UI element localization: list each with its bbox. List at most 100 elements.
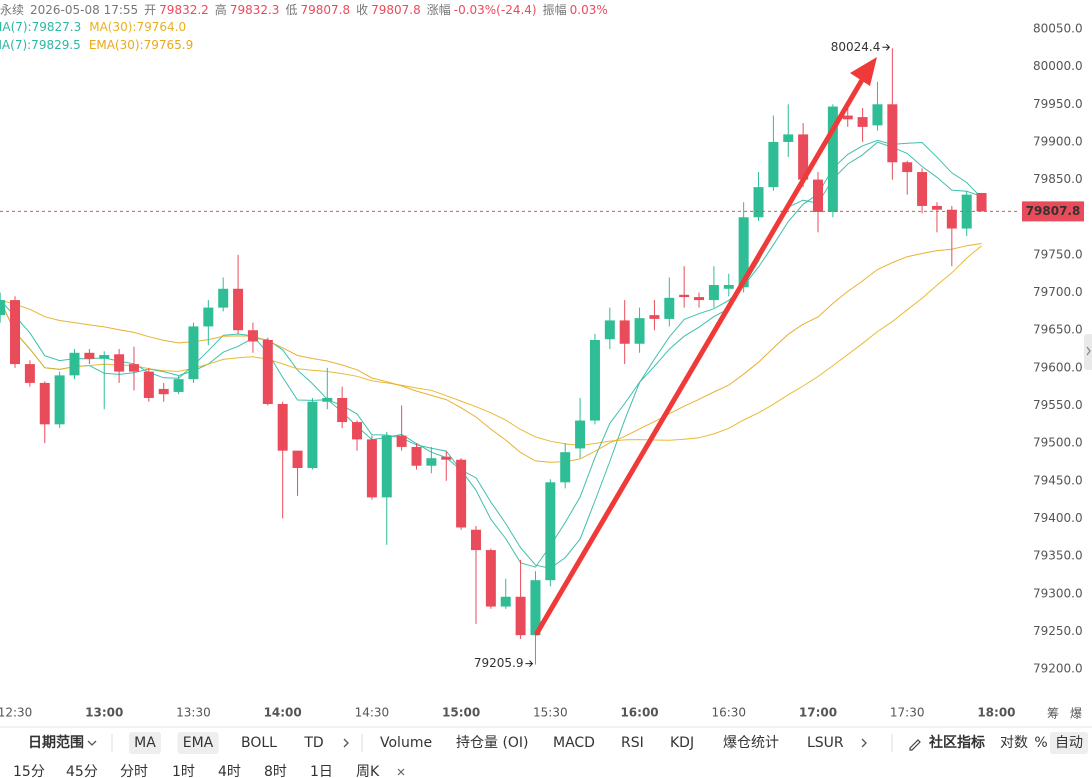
- candle-body: [768, 141, 779, 188]
- sub-indicator-button[interactable]: 爆仓统计: [723, 735, 779, 751]
- sub-indicator-button[interactable]: Volume: [380, 735, 432, 751]
- interval-button[interactable]: 15分: [13, 764, 45, 778]
- sub-indicator-button[interactable]: KDJ: [670, 735, 694, 751]
- x-tick-label: 12:30: [0, 706, 32, 720]
- y-tick-label: 79650.0: [1033, 323, 1083, 337]
- header-field: 79807.8: [300, 3, 350, 17]
- toolbar: 日期范围 MA EMA BOLL TD Volume 持仓量 (OI) MACD RSI KDJ 爆…: [13, 732, 1088, 778]
- scale-button[interactable]: 对数: [1000, 735, 1028, 751]
- candle-body: [931, 205, 942, 210]
- candle-body: [679, 294, 690, 298]
- candle-body: [946, 209, 957, 229]
- x-tick-label: 15:00: [442, 706, 480, 720]
- indicator-button[interactable]: TD: [303, 735, 323, 751]
- last-price-label: 79807.8: [1026, 204, 1081, 218]
- ema-legend-item: EMA(7):79829.5: [0, 38, 81, 52]
- plot-area: 79200.0 79250.0 79300.0 79350.0 79400.0 79450…: [0, 21, 1084, 721]
- candle-body: [560, 452, 571, 483]
- candle-body: [411, 446, 422, 466]
- arrow-shaft: [534, 77, 865, 636]
- extreme-pointer: [525, 660, 534, 667]
- candle-body: [798, 134, 809, 180]
- candle-body: [872, 104, 883, 126]
- candle-body: [173, 379, 184, 392]
- header-field: 收: [356, 3, 368, 17]
- candle-body: [262, 339, 273, 404]
- x-tick-label: 14:00: [264, 706, 302, 720]
- candle-body: [84, 352, 95, 359]
- candle-body: [694, 297, 705, 301]
- header-field: 2026-05-08 17:55: [30, 3, 138, 17]
- candle-body: [738, 217, 749, 288]
- y-tick-label: 79450.0: [1033, 473, 1083, 487]
- x-tick-label: 17:00: [799, 706, 837, 720]
- x-tick-label: 13:00: [85, 706, 123, 720]
- indicator-button[interactable]: BOLL: [241, 735, 277, 751]
- candle-body: [917, 172, 928, 206]
- extreme-pointer: [882, 43, 891, 51]
- candle-body: [500, 596, 511, 607]
- candle-body: [842, 115, 853, 120]
- candle-body: [753, 187, 764, 218]
- candle-body: [530, 580, 541, 636]
- y-tick-label: 79600.0: [1033, 360, 1083, 374]
- ma-legend: MA(7):79827.3 MA(30):79764.0: [0, 20, 186, 34]
- candle-body: [381, 435, 392, 498]
- candle-body: [233, 288, 244, 331]
- interval-button[interactable]: 1日: [310, 764, 333, 778]
- y-tick-label: 79750.0: [1033, 247, 1083, 261]
- interval-button[interactable]: 45分: [66, 764, 98, 778]
- sub-indicator-button[interactable]: 持仓量 (OI): [456, 735, 529, 751]
- candle-body: [114, 354, 125, 372]
- candle-body: [634, 318, 645, 344]
- scale-selected-bg: [1050, 732, 1088, 754]
- sub-indicator-button[interactable]: MACD: [553, 735, 595, 751]
- candle-body: [545, 482, 556, 581]
- scale-button[interactable]: 自动: [1055, 735, 1083, 751]
- interval-button[interactable]: 4时: [218, 764, 241, 778]
- indicator-button[interactable]: MA: [134, 735, 156, 751]
- arrow-head: [850, 57, 877, 86]
- axis-side-label[interactable]: 爆: [1070, 707, 1082, 721]
- sub-indicator-button[interactable]: RSI: [621, 735, 644, 751]
- x-tick-label: 18:00: [977, 706, 1015, 720]
- candle-body: [485, 550, 496, 607]
- candle-body: [723, 285, 734, 289]
- candle-body: [664, 297, 675, 319]
- community-indicators[interactable]: 社区指标: [928, 734, 985, 751]
- interval-button[interactable]: 8时: [264, 764, 287, 778]
- header: 永续 2026-05-08 17:55 开 79832.2 高 79832.3 低 79807…: [0, 2, 608, 52]
- candle-body: [54, 375, 65, 425]
- y-tick-label: 79400.0: [1033, 511, 1083, 525]
- header-field: 振幅: [543, 2, 567, 17]
- ohlc-row: 永续 2026-05-08 17:55 开 79832.2 高 79832.3 低 79807…: [0, 2, 608, 17]
- ma30-line: [0, 245, 982, 447]
- candle-body: [783, 134, 794, 142]
- drawn-arrow: [534, 57, 877, 636]
- x-tick-label: 16:30: [711, 706, 746, 720]
- axis-side-label[interactable]: 筹: [1047, 707, 1059, 721]
- candle-body: [218, 288, 229, 308]
- chevron-down: [87, 740, 97, 746]
- indicator-button[interactable]: EMA: [183, 735, 214, 751]
- candle-body: [708, 285, 719, 301]
- ma-legend-item: MA(30):79764.0: [89, 20, 186, 34]
- y-tick-label: 80050.0: [1033, 21, 1083, 35]
- y-tick-label: 80000.0: [1033, 59, 1083, 73]
- side-tab[interactable]: [1084, 334, 1092, 370]
- edit-icon: [909, 739, 921, 751]
- chevron-right: [343, 738, 349, 748]
- interval-button[interactable]: 周K: [356, 764, 380, 778]
- interval-button[interactable]: 分时: [120, 764, 148, 778]
- candle-body: [366, 439, 377, 498]
- candle-body: [396, 435, 407, 447]
- y-tick-label: 79950.0: [1033, 97, 1083, 111]
- date-range[interactable]: 日期范围: [28, 734, 84, 751]
- x-tick-label: 17:30: [890, 706, 925, 720]
- y-tick-label: 79850.0: [1033, 172, 1083, 186]
- sub-indicator-button[interactable]: LSUR: [807, 735, 844, 751]
- interval-button[interactable]: 1时: [172, 764, 195, 778]
- scale-button[interactable]: %: [1034, 735, 1047, 751]
- candle-body: [188, 326, 199, 380]
